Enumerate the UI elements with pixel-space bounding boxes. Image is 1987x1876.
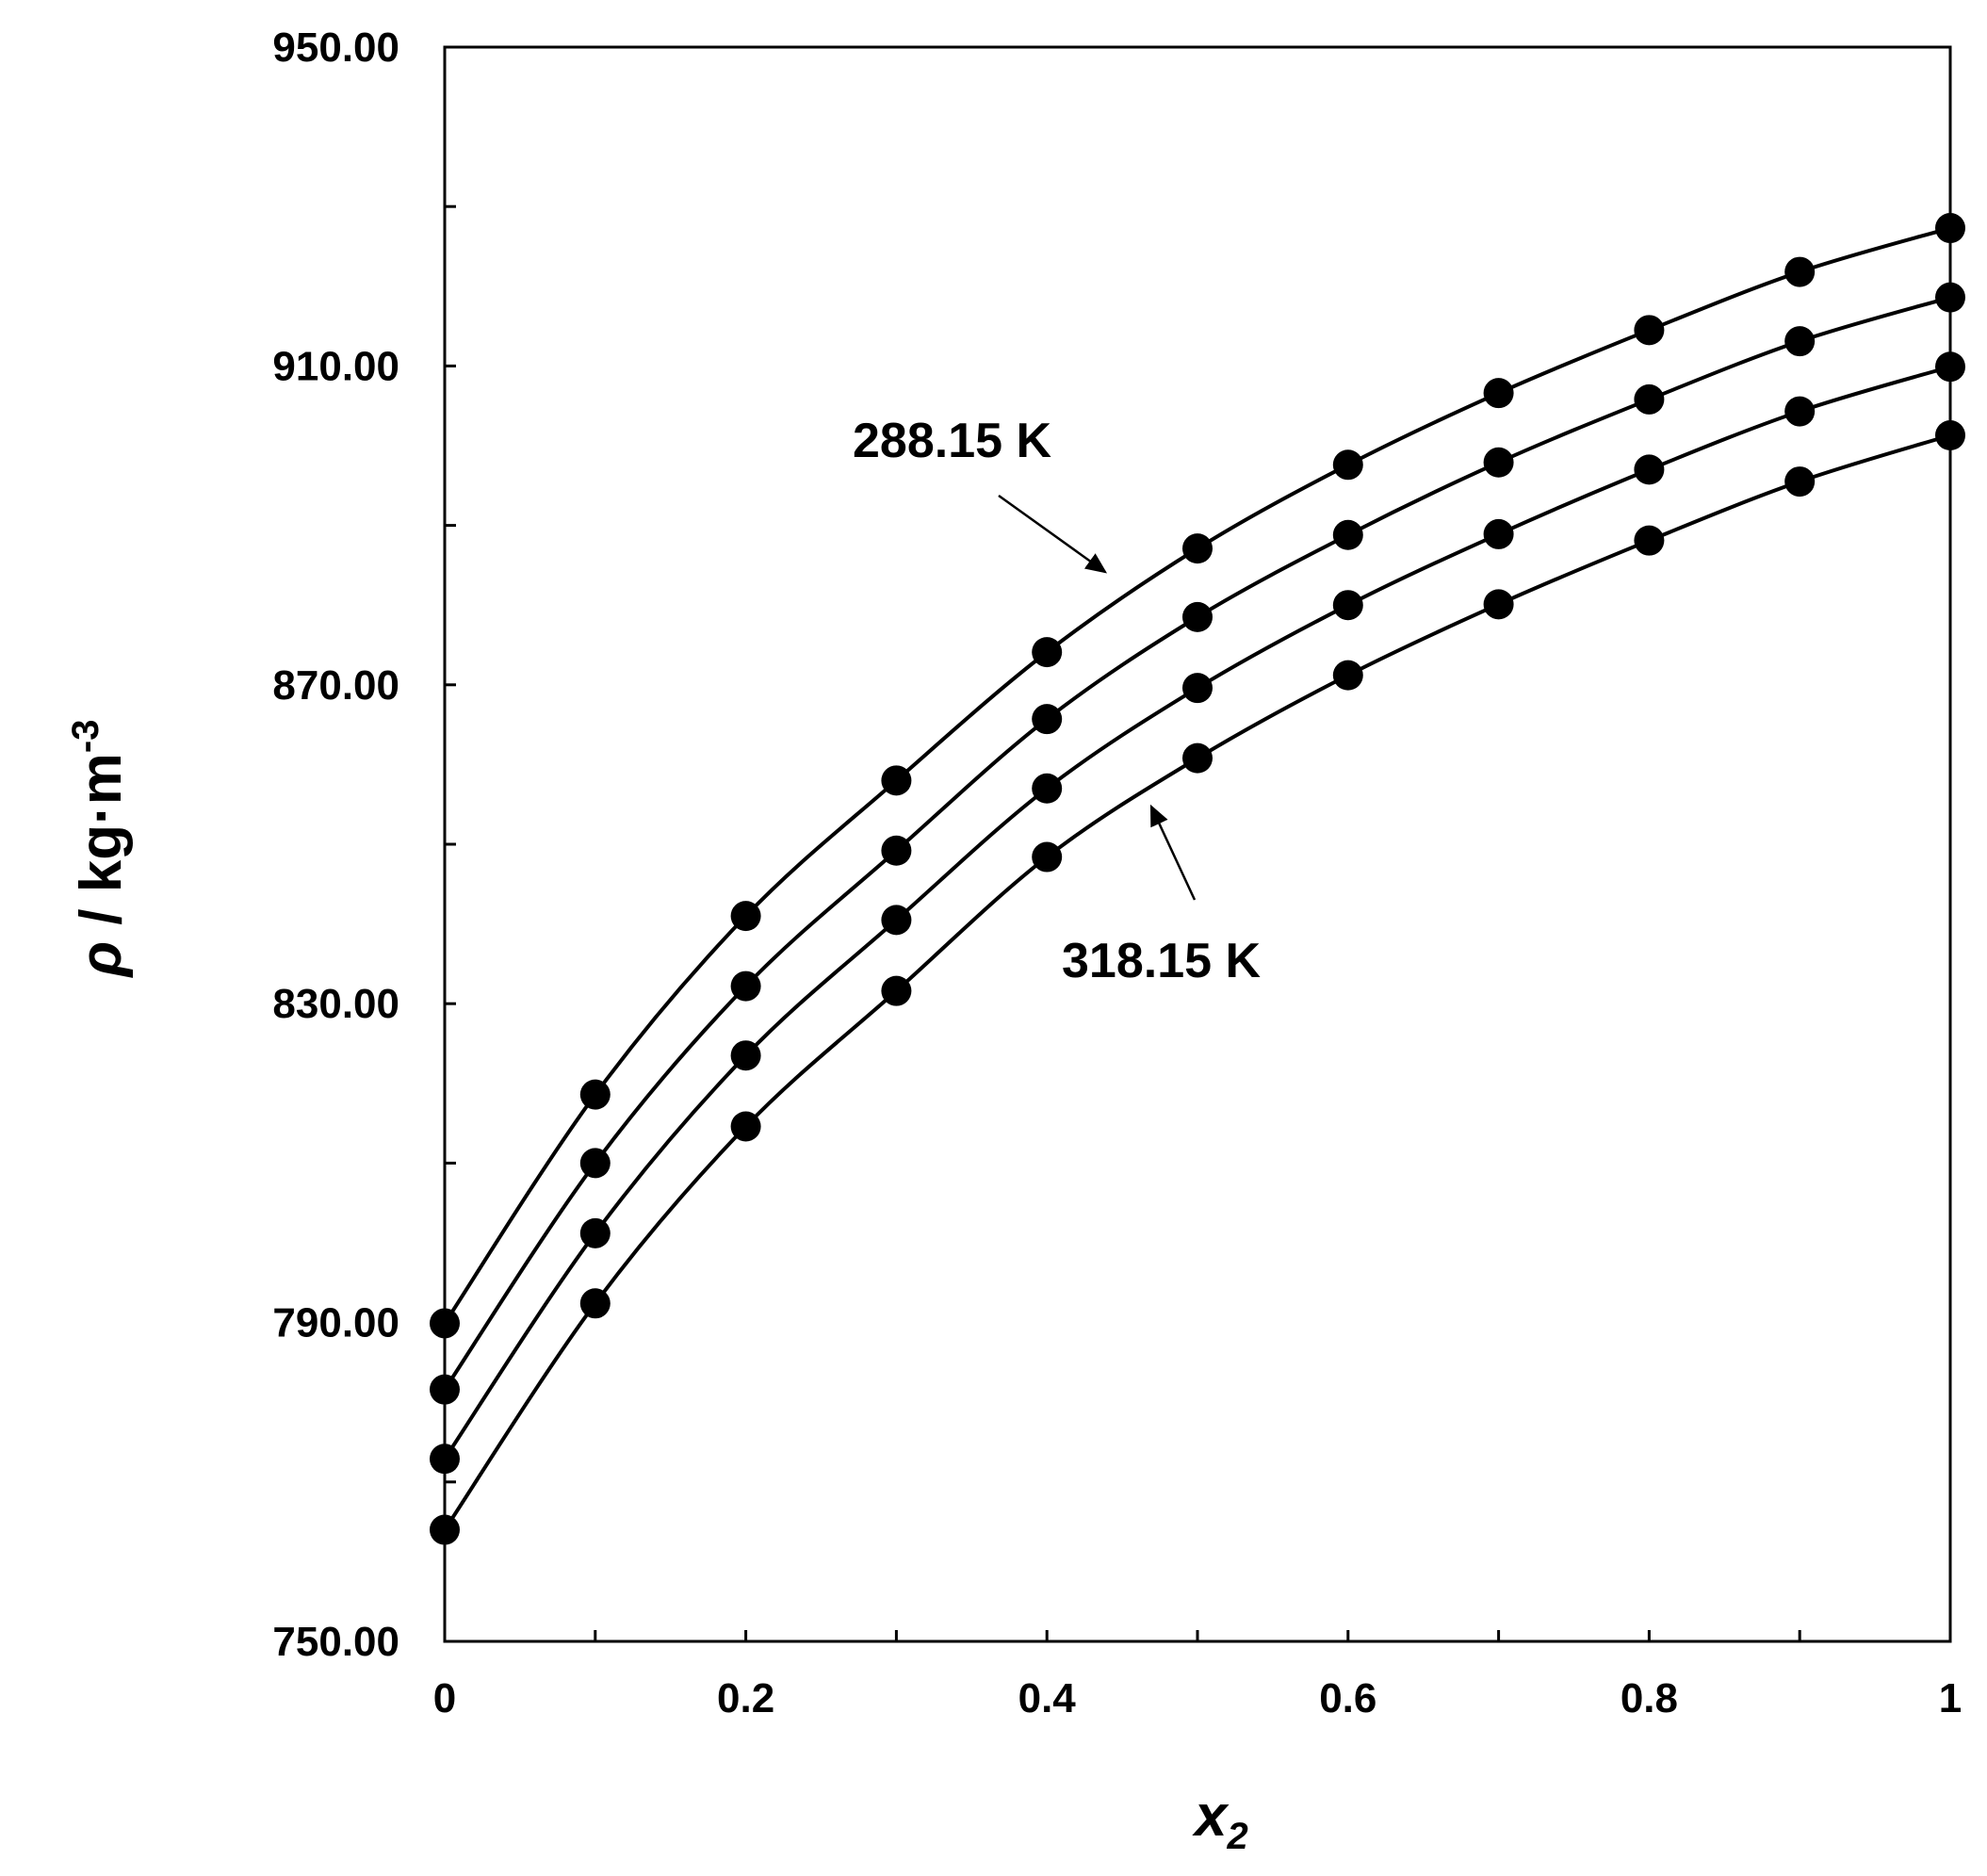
x-axis-ticks — [443, 1630, 1952, 1641]
series-1-point — [579, 1079, 611, 1110]
x-tick-label: 0.4 — [1018, 1675, 1077, 1721]
series-2-point — [1483, 447, 1514, 478]
series-3-point — [1935, 351, 1965, 383]
series-1-point — [1634, 315, 1665, 346]
series-3-point — [579, 1217, 611, 1248]
series-1-point — [1784, 256, 1816, 287]
series-4-point — [1032, 841, 1063, 873]
y-axis-title-exponent: -3 — [65, 720, 106, 754]
series-3-curve — [443, 365, 1951, 1460]
series-2-point — [1935, 282, 1965, 313]
y-axis-title: ρ / kg·m-3 — [65, 720, 134, 979]
y-tick-label: 870.00 — [272, 662, 399, 709]
y-tick-label: 790.00 — [272, 1300, 399, 1346]
series-2-point — [430, 1374, 460, 1405]
x-axis-tick-labels: 0 0.2 0.4 0.6 0.8 1 — [433, 1675, 1962, 1721]
series-1-curve — [443, 226, 1951, 1325]
series-1-point — [730, 901, 761, 932]
series-2-curve — [443, 295, 1951, 1391]
y-tick-label: 830.00 — [272, 981, 399, 1027]
series-4-point — [1332, 660, 1363, 691]
series-3-point — [1784, 396, 1816, 427]
series-3-point — [1332, 590, 1363, 621]
y-axis-tick-labels: 750.00 790.00 830.00 870.00 910.00 950.00 — [272, 24, 399, 1665]
y-tick-label: 750.00 — [272, 1619, 399, 1665]
series-1-point — [1332, 449, 1363, 481]
series-3-point — [1634, 454, 1665, 485]
annotation-288-arrow — [998, 494, 1108, 574]
series-3-point — [1182, 673, 1213, 704]
annotation-318-arrow — [1149, 804, 1197, 901]
x-tick-label: 0.2 — [717, 1675, 774, 1721]
series-3-point — [1483, 518, 1514, 549]
y-axis-title-unit: / kg·m — [69, 753, 134, 941]
series-1-point — [430, 1308, 460, 1339]
series-4-point — [881, 975, 912, 1006]
series-2-point — [1182, 601, 1213, 632]
series-4-point — [430, 1514, 460, 1545]
series-4-point — [1483, 589, 1514, 620]
y-tick-label: 950.00 — [272, 24, 399, 71]
series-2-point — [1332, 519, 1363, 550]
series-1-point — [1483, 378, 1514, 409]
x-axis-title-subscript: 2 — [1226, 1816, 1247, 1857]
x-tick-label: 0.6 — [1319, 1675, 1376, 1721]
x-axis-title-main: x — [1192, 1784, 1230, 1849]
series-2-point — [730, 971, 761, 1002]
annotation-288-label: 288.15 K — [853, 414, 1051, 468]
series-2-point — [579, 1148, 611, 1179]
series-2-point — [881, 835, 912, 866]
series-2-point — [1784, 326, 1816, 357]
series-1-point — [1032, 637, 1063, 668]
series-points — [430, 213, 1965, 1545]
series-4-point — [1784, 466, 1816, 498]
series-curves — [443, 226, 1951, 1531]
series-1-point — [1182, 533, 1213, 564]
x-tick-label: 0.8 — [1621, 1675, 1678, 1721]
series-1-point — [881, 765, 912, 796]
x-axis-title: x2 — [1192, 1784, 1248, 1857]
series-3-point — [1032, 773, 1063, 804]
series-2-point — [1634, 383, 1665, 415]
series-4-curve — [443, 433, 1951, 1531]
annotation-318-label: 318.15 K — [1062, 934, 1261, 988]
series-4-point — [1634, 525, 1665, 556]
series-3-point — [881, 905, 912, 936]
x-tick-label: 1 — [1939, 1675, 1962, 1721]
series-4-point — [1182, 742, 1213, 774]
series-3-point — [730, 1040, 761, 1071]
series-4-point — [579, 1288, 611, 1319]
x-tick-label: 0 — [433, 1675, 456, 1721]
series-3-point — [430, 1444, 460, 1475]
series-2-point — [1032, 704, 1063, 735]
series-4-point — [730, 1111, 761, 1142]
plot-area — [443, 45, 1952, 1643]
y-axis-title-symbol: ρ — [69, 941, 134, 979]
series-4-point — [1935, 420, 1965, 451]
y-tick-label: 910.00 — [272, 343, 399, 389]
series-1-point — [1935, 213, 1965, 244]
